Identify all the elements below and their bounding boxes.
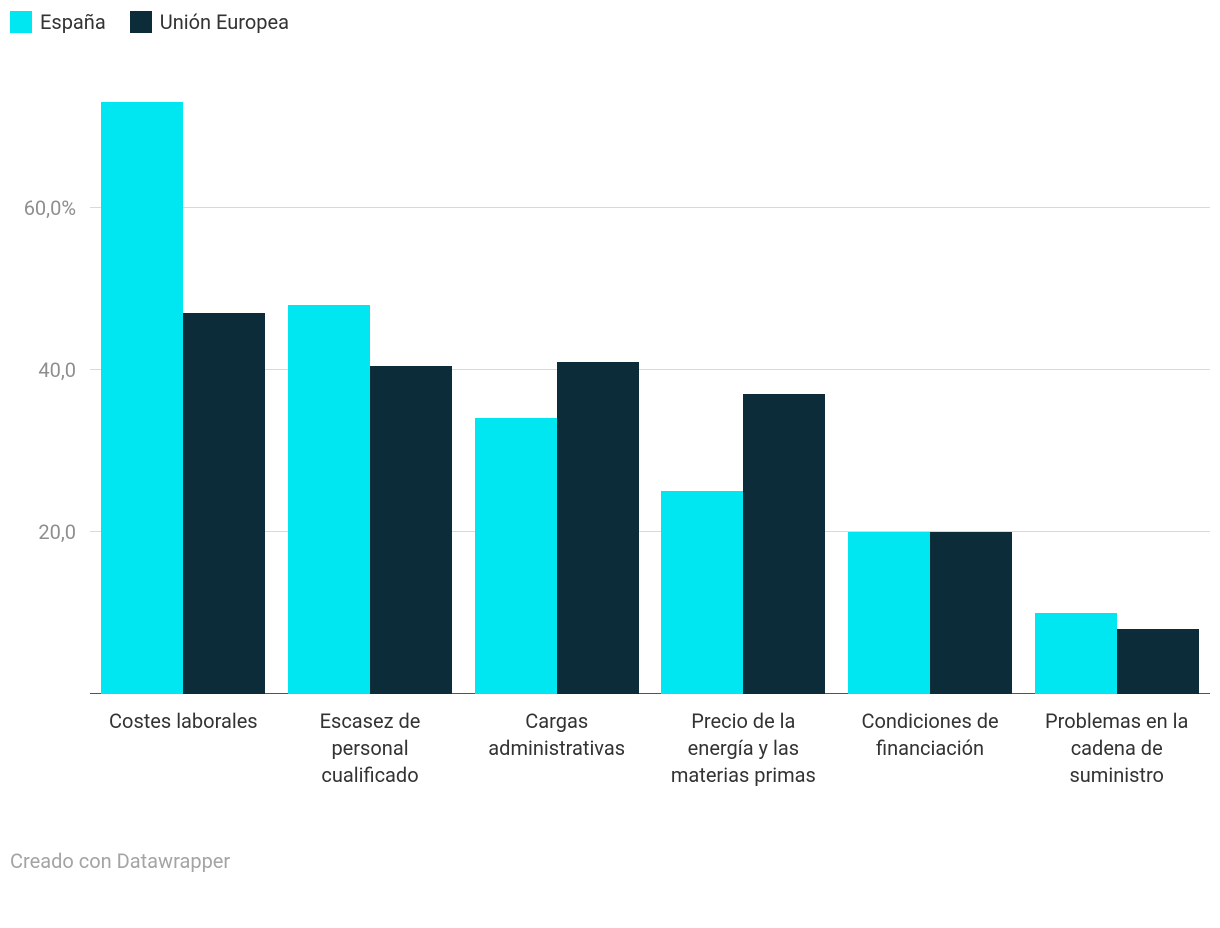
bar-group	[837, 94, 1024, 694]
x-axis-label: Costes laborales	[90, 708, 277, 789]
x-axis-label: Escasez de personal cualificado	[277, 708, 464, 789]
bar	[475, 418, 557, 694]
x-axis-label: Precio de la energía y las materias prim…	[650, 708, 837, 789]
bar	[930, 532, 1012, 694]
x-axis-label: Cargas administrativas	[463, 708, 650, 789]
legend-swatch	[10, 11, 32, 33]
bar	[101, 102, 183, 694]
bar	[370, 366, 452, 694]
bar	[661, 491, 743, 694]
bar	[557, 362, 639, 694]
x-axis: Costes laboralesEscasez de personal cual…	[90, 708, 1210, 789]
y-axis-label: 40,0	[38, 358, 90, 382]
legend-item: Unión Europea	[130, 10, 289, 34]
bar	[183, 313, 265, 694]
bar-group	[1023, 94, 1210, 694]
x-axis-label: Problemas en la cadena de suministro	[1023, 708, 1210, 789]
bar-group	[90, 94, 277, 694]
chart-container: España Unión Europea 20,040,060,0% Coste…	[10, 10, 1210, 873]
bar	[1117, 629, 1199, 694]
footer-text: Creado con Datawrapper	[10, 849, 230, 873]
bar	[1035, 613, 1117, 694]
plot-area: 20,040,060,0%	[90, 94, 1210, 694]
x-axis-label: Condiciones de financiación	[837, 708, 1024, 789]
legend-label: Unión Europea	[160, 10, 289, 34]
legend: España Unión Europea	[10, 10, 1210, 34]
legend-item: España	[10, 10, 106, 34]
legend-label: España	[40, 10, 106, 34]
chart-footer: Creado con Datawrapper	[10, 849, 1210, 873]
y-axis-label: 20,0	[38, 520, 90, 544]
bar-group	[277, 94, 464, 694]
bar-group	[463, 94, 650, 694]
bar-group	[650, 94, 837, 694]
bar	[848, 532, 930, 694]
bar	[743, 394, 825, 694]
bar	[288, 305, 370, 694]
y-axis-label: 60,0%	[24, 196, 90, 220]
legend-swatch	[130, 11, 152, 33]
bar-groups	[90, 94, 1210, 694]
